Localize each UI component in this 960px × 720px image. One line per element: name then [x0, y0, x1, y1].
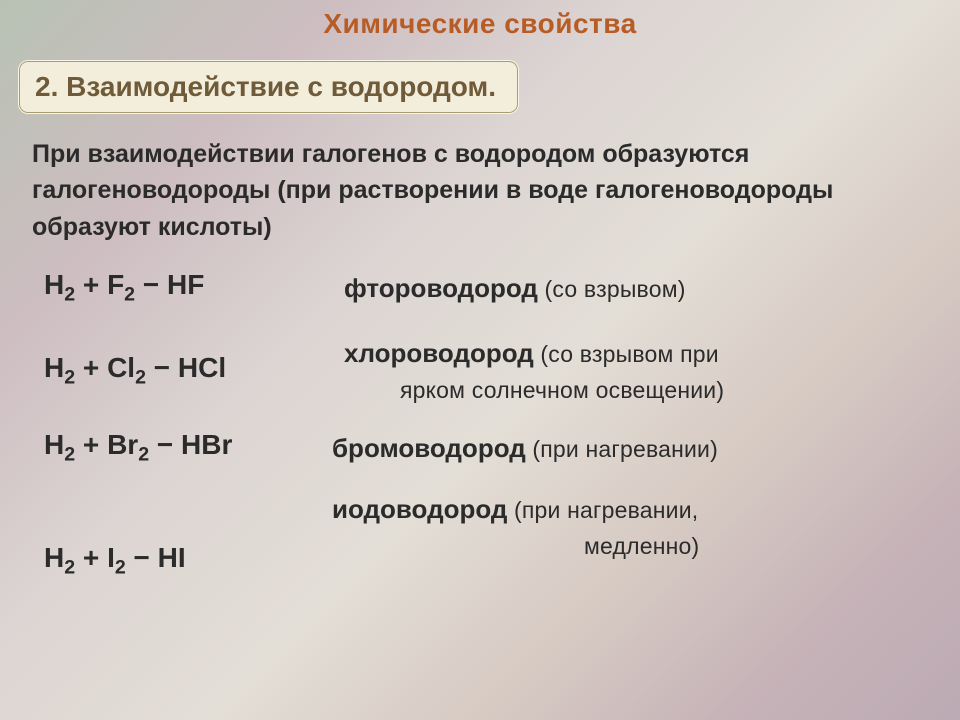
reaction-equation-hbr: H2 + Br2 − HBr: [44, 429, 332, 461]
section-heading: 2. Взаимодействие с водородом.: [18, 60, 519, 114]
eq-sub: 2: [64, 444, 75, 466]
eq-part: HI: [158, 542, 186, 573]
intro-paragraph: При взаимодействии галогенов с водородом…: [32, 136, 928, 245]
eq-sub: 2: [135, 366, 146, 388]
reaction-desc-hbr: бромоводород (при нагревании): [332, 429, 718, 468]
eq-part: −: [135, 269, 167, 300]
reaction-list: H2 + F2 − HF фтороводород (со взрывом) H…: [44, 269, 942, 575]
eq-part: −: [146, 352, 178, 383]
page-title: Химические свойства: [18, 8, 942, 40]
reaction-row: H2 + I2 − HI иодоводород (при нагревании…: [44, 490, 942, 574]
eq-sub: 2: [115, 557, 126, 579]
eq-part: HCl: [178, 352, 226, 383]
eq-part: H: [44, 269, 64, 300]
reaction-equation-hcl: H2 + Cl2 − HCl: [44, 334, 344, 384]
reaction-condition-line2: медленно): [332, 529, 699, 564]
reaction-condition: (со взрывом): [538, 276, 686, 302]
eq-sub: 2: [64, 283, 75, 305]
eq-part: +: [75, 542, 107, 573]
reaction-desc-hi: иодоводород (при нагревании, медленно): [332, 490, 699, 564]
reaction-condition: (при нагревании,: [507, 497, 698, 523]
eq-part: HBr: [181, 429, 232, 460]
reaction-row: H2 + F2 − HF фтороводород (со взрывом): [44, 269, 942, 308]
compound-name: фтороводород: [344, 273, 538, 303]
eq-part: +: [75, 429, 107, 460]
eq-sub: 2: [124, 283, 135, 305]
compound-name: бромоводород: [332, 433, 526, 463]
eq-part: −: [149, 429, 181, 460]
reaction-condition: (со взрывом при: [534, 341, 719, 367]
eq-sub: 2: [64, 366, 75, 388]
eq-part: −: [126, 542, 158, 573]
reaction-desc-hcl: хлороводород (со взрывом при ярком солне…: [344, 334, 724, 408]
eq-part: I: [107, 542, 115, 573]
compound-name: хлороводород: [344, 338, 534, 368]
eq-part: Cl: [107, 352, 135, 383]
reaction-condition: (при нагревании): [526, 436, 718, 462]
eq-part: +: [75, 269, 107, 300]
compound-name: иодоводород: [332, 494, 507, 524]
reaction-row: H2 + Cl2 − HCl хлороводород (со взрывом …: [44, 334, 942, 408]
eq-part: Br: [107, 429, 138, 460]
eq-part: H: [44, 542, 64, 573]
reaction-equation-hi: H2 + I2 − HI: [44, 490, 332, 574]
reaction-equation-hf: H2 + F2 − HF: [44, 269, 344, 301]
eq-part: F: [107, 269, 124, 300]
eq-part: H: [44, 429, 64, 460]
eq-part: +: [75, 352, 107, 383]
reaction-row: H2 + Br2 − HBr бромоводород (при нагрева…: [44, 429, 942, 468]
eq-part: HF: [167, 269, 204, 300]
reaction-desc-hf: фтороводород (со взрывом): [344, 269, 686, 308]
eq-part: H: [44, 352, 64, 383]
eq-sub: 2: [64, 557, 75, 579]
eq-sub: 2: [138, 444, 149, 466]
reaction-condition-line2: ярком солнечном освещении): [344, 373, 724, 408]
